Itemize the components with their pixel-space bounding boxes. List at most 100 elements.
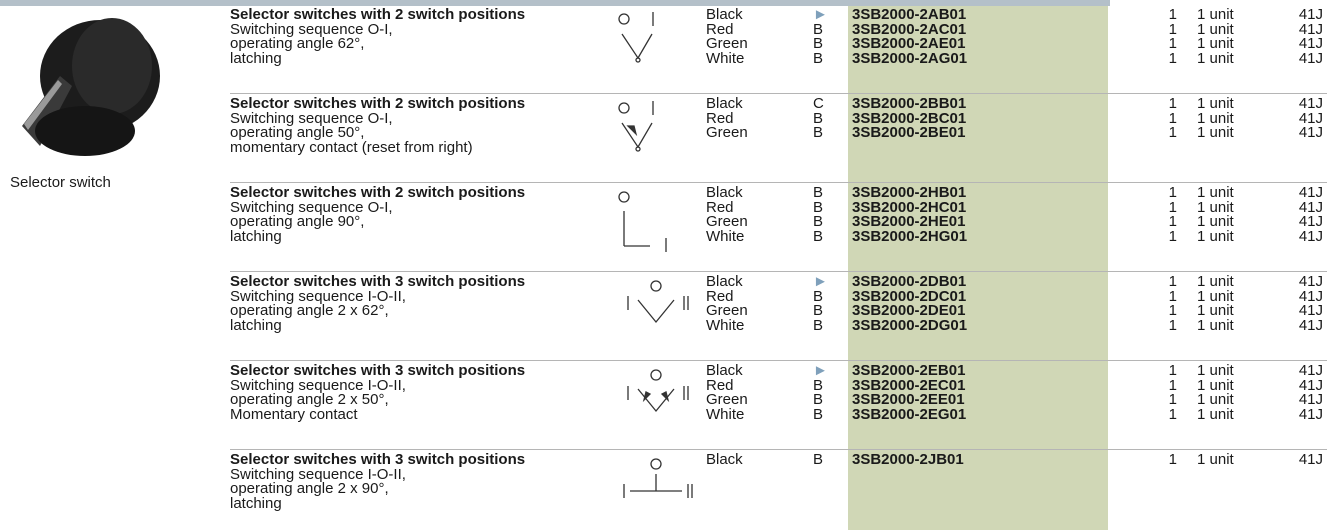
price-group: 41J	[1298, 391, 1323, 409]
availability-code: B	[813, 451, 824, 468]
order-number: 3SB2000-2BB01	[852, 95, 967, 112]
price-group: 41J	[1298, 273, 1323, 290]
quantity: 1	[1168, 198, 1177, 216]
price-group: 41J	[1298, 287, 1323, 305]
unit: 1 unit	[1197, 317, 1234, 335]
quantity: 1	[1168, 406, 1177, 424]
availability-code: C	[813, 95, 824, 112]
availability-code: B	[813, 20, 824, 38]
order-number: 3SB2000-2EC01	[852, 376, 966, 394]
quantity: 1	[1168, 451, 1177, 468]
quantity: 1	[1168, 317, 1177, 335]
color: Green	[706, 124, 748, 142]
group-title: Selector switches with 3 switch position…	[230, 273, 526, 290]
group-description: Momentary contact	[230, 406, 358, 424]
order-number: 3SB2000-2BE01	[852, 124, 966, 142]
quantity: 1	[1168, 228, 1177, 246]
price-group: 41J	[1298, 213, 1323, 231]
price-group: 41J	[1298, 451, 1323, 468]
unit: 1 unit	[1197, 109, 1234, 127]
availability-code: B	[813, 376, 824, 394]
price-group: 41J	[1298, 317, 1323, 335]
price-group: 41J	[1298, 406, 1323, 424]
price-group: 41J	[1298, 124, 1323, 142]
quantity: 1	[1168, 50, 1177, 68]
unit: 1 unit	[1197, 228, 1234, 246]
group-description: latching	[230, 50, 282, 68]
switch-symbols	[618, 12, 693, 498]
order-number: 3SB2000-2BC01	[852, 109, 967, 127]
order-number: 3SB2000-2DB01	[852, 273, 967, 290]
group-separator	[230, 182, 1327, 183]
color: Black	[706, 6, 743, 23]
quantity: 1	[1168, 6, 1177, 23]
group-title: Selector switches with 2 switch position…	[230, 6, 526, 23]
color: White	[706, 317, 745, 335]
group-description: operating angle 2 x 90°,	[230, 480, 389, 498]
color: Red	[706, 20, 734, 38]
availability-code: B	[813, 302, 824, 320]
group-description: Switching sequence I-O-II,	[230, 465, 406, 483]
quantity: 1	[1168, 124, 1177, 142]
quantity: 1	[1168, 20, 1177, 38]
unit: 1 unit	[1197, 50, 1234, 68]
color: White	[706, 406, 745, 424]
order-number: 3SB2000-2AB01	[852, 6, 967, 23]
group-description: Switching sequence I-O-II,	[230, 287, 406, 305]
order-number: 3SB2000-2EB01	[852, 362, 966, 379]
group-separator	[230, 360, 1327, 361]
group-separator	[230, 449, 1327, 450]
group-description: Switching sequence O-I,	[230, 109, 393, 127]
group-description: latching	[230, 317, 282, 335]
color: Red	[706, 109, 734, 127]
unit: 1 unit	[1197, 198, 1234, 216]
price-group: 41J	[1298, 184, 1323, 201]
unit: 1 unit	[1197, 6, 1234, 23]
group-title: Selector switches with 2 switch position…	[230, 95, 526, 112]
unit: 1 unit	[1197, 376, 1234, 394]
availability-code: ►	[813, 273, 828, 290]
unit: 1 unit	[1197, 35, 1234, 53]
product-image	[22, 18, 160, 156]
price-group: 41J	[1298, 6, 1323, 23]
group-description: operating angle 2 x 62°,	[230, 302, 389, 320]
price-group: 41J	[1298, 376, 1323, 394]
price-group: 41J	[1298, 109, 1323, 127]
color: Green	[706, 391, 748, 409]
group-title: Selector switches with 2 switch position…	[230, 184, 526, 201]
quantity: 1	[1168, 273, 1177, 290]
color: Red	[706, 287, 734, 305]
group-description: momentary contact (reset from right)	[230, 139, 473, 157]
order-number: 3SB2000-2DC01	[852, 287, 967, 305]
group-title: Selector switches with 3 switch position…	[230, 451, 526, 468]
unit: 1 unit	[1197, 20, 1234, 38]
quantity: 1	[1168, 362, 1177, 379]
color: Red	[706, 376, 734, 394]
unit: 1 unit	[1197, 124, 1234, 142]
price-group: 41J	[1298, 302, 1323, 320]
availability-code: B	[813, 228, 824, 246]
availability-code: B	[813, 50, 824, 68]
top-bar	[0, 0, 1110, 6]
unit: 1 unit	[1197, 287, 1234, 305]
availability-code: B	[813, 35, 824, 53]
price-group: 41J	[1298, 35, 1323, 53]
group-description: operating angle 50°,	[230, 124, 365, 142]
price-group: 41J	[1298, 20, 1323, 38]
quantity: 1	[1168, 35, 1177, 53]
availability-code: B	[813, 406, 824, 424]
order-number: 3SB2000-2HG01	[852, 228, 968, 246]
availability-code: B	[813, 184, 824, 201]
order-number: 3SB2000-2HB01	[852, 184, 967, 201]
unit: 1 unit	[1197, 302, 1234, 320]
price-group: 41J	[1298, 95, 1323, 112]
availability-code: ►	[813, 6, 828, 23]
quantity: 1	[1168, 287, 1177, 305]
group-title: Selector switches with 3 switch position…	[230, 362, 526, 379]
group-description: operating angle 2 x 50°,	[230, 391, 389, 409]
price-group: 41J	[1298, 50, 1323, 68]
availability-code: B	[813, 287, 824, 305]
unit: 1 unit	[1197, 184, 1234, 201]
availability-code: B	[813, 198, 824, 216]
order-number: 3SB2000-2DE01	[852, 302, 966, 320]
